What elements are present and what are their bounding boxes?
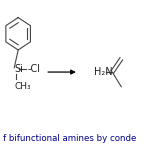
Text: f bifunctional amines by conde: f bifunctional amines by conde	[3, 134, 136, 143]
Text: Si: Si	[14, 64, 23, 74]
Text: CH₃: CH₃	[14, 82, 31, 91]
Text: H₂N: H₂N	[94, 67, 113, 77]
Text: -Cl: -Cl	[27, 64, 40, 74]
